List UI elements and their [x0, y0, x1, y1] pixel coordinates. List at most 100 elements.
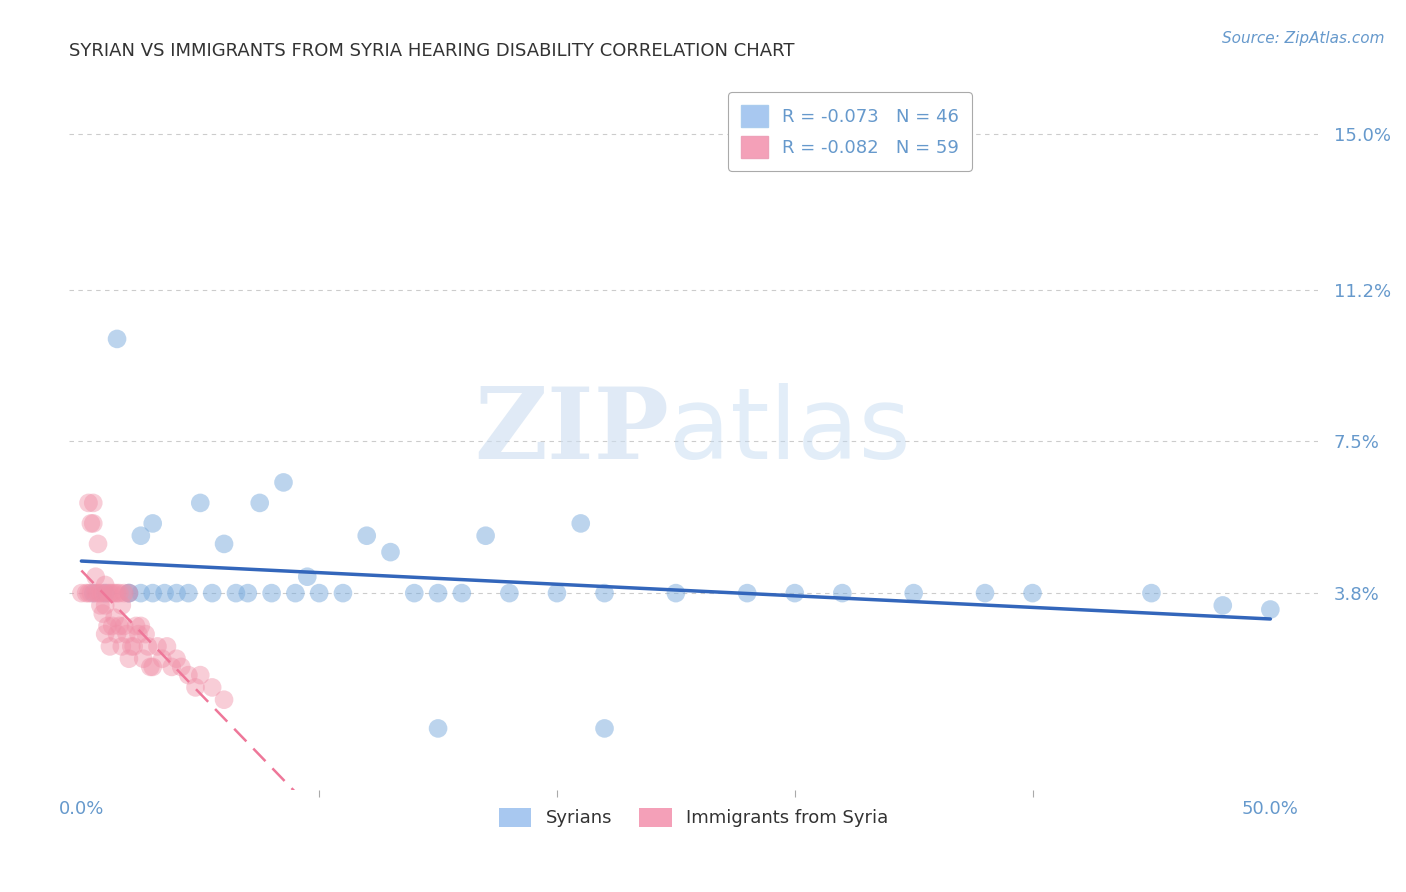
Text: Source: ZipAtlas.com: Source: ZipAtlas.com [1222, 31, 1385, 46]
Point [153, 586, 176, 600]
Point [101, 586, 124, 600]
Point [120, 640, 142, 654]
Point [132, 651, 155, 665]
Point [96, 619, 118, 633]
Point [105, 332, 128, 346]
Point [136, 640, 159, 654]
Point [70, 586, 93, 600]
Text: atlas: atlas [669, 383, 910, 480]
Point [150, 651, 173, 665]
Point [212, 692, 235, 706]
Point [94, 599, 117, 613]
Point [84, 586, 107, 600]
Point [1212, 599, 1234, 613]
Point [308, 586, 330, 600]
Point [1140, 586, 1163, 600]
Point [105, 627, 128, 641]
Point [188, 496, 211, 510]
Point [129, 586, 152, 600]
Point [188, 668, 211, 682]
Point [974, 586, 997, 600]
Point [201, 586, 224, 600]
Point [404, 586, 426, 600]
Point [236, 586, 259, 600]
Point [142, 660, 165, 674]
Point [82, 586, 104, 600]
Point [212, 537, 235, 551]
Point [111, 640, 134, 654]
Point [94, 578, 117, 592]
Point [142, 586, 165, 600]
Point [735, 586, 758, 600]
Point [82, 496, 104, 510]
Point [115, 627, 138, 641]
Point [297, 570, 319, 584]
Point [91, 586, 114, 600]
Point [96, 586, 118, 600]
Point [129, 619, 152, 633]
Point [569, 516, 592, 531]
Point [111, 599, 134, 613]
Text: SYRIAN VS IMMIGRANTS FROM SYRIA HEARING DISABILITY CORRELATION CHART: SYRIAN VS IMMIGRANTS FROM SYRIA HEARING … [69, 42, 794, 60]
Point [249, 496, 271, 510]
Point [170, 660, 193, 674]
Point [101, 619, 124, 633]
Point [783, 586, 806, 600]
Point [108, 619, 131, 633]
Point [201, 681, 224, 695]
Point [284, 586, 307, 600]
Point [593, 586, 616, 600]
Point [260, 586, 283, 600]
Point [427, 722, 450, 736]
Point [177, 668, 200, 682]
Point [108, 586, 131, 600]
Point [82, 516, 104, 531]
Point [146, 640, 169, 654]
Point [593, 722, 616, 736]
Point [118, 586, 141, 600]
Point [94, 627, 117, 641]
Point [91, 607, 114, 621]
Point [831, 586, 853, 600]
Point [127, 627, 149, 641]
Point [332, 586, 354, 600]
Point [112, 619, 135, 633]
Point [75, 586, 97, 600]
Point [104, 586, 127, 600]
Text: ZIP: ZIP [474, 383, 669, 480]
Point [87, 537, 110, 551]
Point [166, 651, 188, 665]
Point [118, 586, 141, 600]
Point [160, 660, 183, 674]
Point [77, 586, 100, 600]
Point [125, 619, 148, 633]
Point [184, 681, 207, 695]
Point [89, 586, 111, 600]
Point [380, 545, 402, 559]
Point [77, 496, 100, 510]
Point [118, 651, 141, 665]
Point [94, 586, 117, 600]
Point [474, 529, 496, 543]
Point [177, 586, 200, 600]
Point [104, 611, 127, 625]
Point [450, 586, 472, 600]
Point [139, 660, 162, 674]
Point [166, 586, 188, 600]
Legend: Syrians, Immigrants from Syria: Syrians, Immigrants from Syria [492, 800, 896, 835]
Point [98, 640, 121, 654]
Point [356, 529, 378, 543]
Point [427, 586, 450, 600]
Point [273, 475, 295, 490]
Point [135, 627, 157, 641]
Point [156, 640, 179, 654]
Point [84, 570, 107, 584]
Point [112, 586, 135, 600]
Point [1021, 586, 1043, 600]
Point [1260, 602, 1282, 616]
Point [118, 586, 141, 600]
Point [546, 586, 568, 600]
Point [665, 586, 688, 600]
Point [80, 586, 103, 600]
Point [105, 586, 128, 600]
